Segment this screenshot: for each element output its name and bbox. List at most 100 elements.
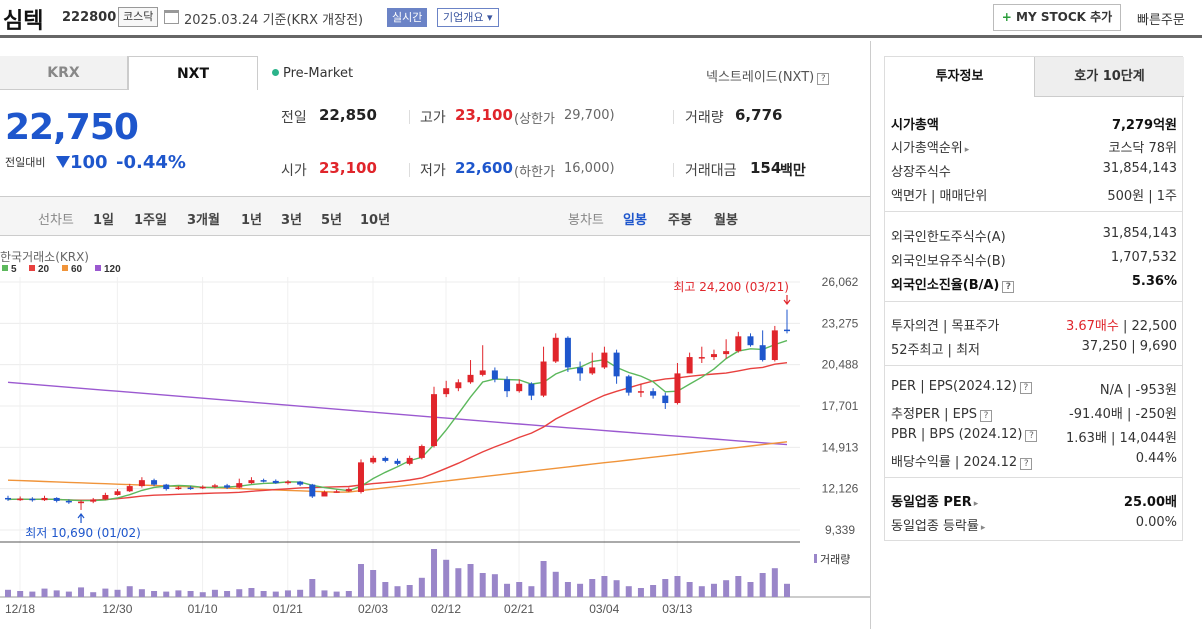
volume-value: 6,776	[735, 106, 783, 124]
my-stock-add-button[interactable]: + MY STOCK 추가	[993, 4, 1121, 31]
legend-swatch	[95, 265, 101, 271]
high-arrow-icon	[783, 295, 791, 305]
help-icon[interactable]: ?	[1019, 382, 1032, 394]
x-tick-label: 03/04	[589, 602, 619, 616]
divider	[409, 163, 410, 177]
period-10y[interactable]: 10년	[360, 213, 391, 228]
candle-monthly[interactable]: 월봉	[714, 213, 738, 228]
legend-label: 120	[104, 264, 121, 275]
volume-label: 거래량	[820, 553, 850, 566]
volume-bar	[394, 586, 401, 597]
help-icon[interactable]: ?	[817, 73, 830, 85]
foreign-ratio-row: 외국인소진율(B/A)? 5.36%	[891, 274, 1177, 296]
volume-legend-swatch	[814, 554, 817, 563]
market-badge: 코스닥	[118, 7, 159, 27]
candle-body	[613, 352, 620, 377]
candle-body	[345, 489, 352, 492]
candle-body	[710, 354, 717, 358]
stock-chart[interactable]: 26,062 23,275 20,488 17,701 14,913 12,126 9,33…	[0, 237, 870, 629]
volume-bar	[175, 590, 182, 597]
shares-row: 상장주식수 31,854,143	[891, 161, 1177, 183]
help-icon[interactable]: ?	[1002, 281, 1015, 293]
low-annotation: 최저 10,690 (01/02)	[25, 526, 141, 540]
exchange-label: 한국거래소(KRX)	[0, 250, 89, 264]
candle-body	[382, 457, 389, 461]
volume-bar	[771, 568, 778, 597]
candle-body	[78, 501, 85, 504]
volume-bar	[491, 574, 498, 597]
tab-nxt[interactable]: NXT	[128, 56, 258, 90]
candle-body	[674, 373, 681, 404]
quick-order-link[interactable]: 빠른주문	[1137, 13, 1185, 28]
candle-body	[735, 336, 742, 352]
row-value: 25.00배	[1123, 495, 1177, 510]
help-icon[interactable]: ?	[979, 410, 992, 422]
candle-body	[540, 361, 547, 396]
row-value: 5.36%	[1131, 274, 1177, 289]
candle-weekly[interactable]: 주봉	[668, 213, 692, 228]
help-icon[interactable]: ?	[1020, 458, 1033, 470]
candle-body	[17, 498, 24, 501]
row-value: 1.63배 | 14,044원	[1066, 431, 1177, 446]
period-1y[interactable]: 1년	[241, 213, 263, 228]
volume-bar	[504, 583, 511, 597]
volume-bar	[187, 591, 194, 597]
period-3m[interactable]: 3개월	[187, 213, 220, 228]
amount-label: 거래대금	[685, 163, 737, 179]
volume-bar	[784, 583, 790, 597]
period-3y[interactable]: 3년	[281, 213, 303, 228]
x-tick-label: 02/12	[431, 602, 461, 616]
period-5y[interactable]: 5년	[321, 213, 343, 228]
tab-order-book[interactable]: 호가 10단계	[1035, 57, 1184, 97]
sector-per-row[interactable]: 동일업종 PER ▸ 25.00배	[891, 491, 1177, 513]
volume-bar	[674, 576, 681, 597]
candle-body	[601, 352, 608, 368]
legend-label: 20	[38, 264, 50, 275]
row-label: 시가총액	[891, 118, 939, 133]
period-1w[interactable]: 1주일	[134, 213, 167, 228]
ma5-line	[7, 339, 788, 502]
prev-close-label: 전일	[281, 110, 307, 126]
ma20-line	[7, 362, 788, 501]
tab-investment-info[interactable]: 투자정보	[885, 57, 1035, 97]
candle-daily[interactable]: 일봉	[623, 213, 647, 228]
realtime-button[interactable]: 실시간	[387, 8, 428, 27]
plus-icon: +	[1001, 10, 1012, 24]
volume-bar	[345, 591, 352, 597]
volume-bar	[552, 571, 559, 597]
volume-bar	[747, 582, 754, 597]
company-overview-button[interactable]: 기업개요 ▾	[437, 8, 499, 27]
tab-krx[interactable]: KRX	[0, 56, 128, 90]
volume-bar	[406, 585, 413, 597]
divider	[409, 110, 410, 124]
candle-body	[589, 367, 596, 374]
volume-bar	[686, 582, 693, 597]
nextrade-info[interactable]: 넥스트레이드(NXT)?	[706, 66, 830, 85]
volume-bar	[236, 589, 243, 597]
sector-change-row[interactable]: 동일업종 등락률 ▸ 0.00%	[891, 515, 1177, 537]
pbr-row: PBR | BPS (2024.12)? 1.63배 | 14,044원	[891, 427, 1177, 449]
row-value: 3.67매수 | 22,500	[1066, 315, 1177, 334]
volume-bar	[284, 590, 291, 597]
candle-body	[126, 486, 133, 492]
volume-bar	[662, 579, 669, 597]
legend-swatch	[62, 265, 68, 271]
row-label: 배당수익률 | 2024.12?	[891, 451, 1033, 470]
candle-body	[370, 457, 377, 463]
opinion-value: 3.67매수	[1065, 319, 1119, 334]
dividend-row: 배당수익률 | 2024.12? 0.44%	[891, 451, 1177, 473]
low-label: 저가	[420, 163, 446, 179]
line-chart-label: 선차트	[38, 213, 74, 228]
row-label: 외국인한도주식수(A)	[891, 230, 1006, 245]
candle-body	[5, 497, 11, 500]
row-value: N/A | -953원	[1099, 383, 1177, 398]
est-per-row: 추정PER | EPS? -91.40배 | -250원	[891, 403, 1177, 425]
help-icon[interactable]: ?	[1025, 430, 1038, 442]
market-cap-row: 시가총액 7,279억원	[891, 114, 1177, 136]
candle-body	[418, 446, 425, 458]
row-label: 시가총액순위 ▸	[891, 137, 969, 156]
row-label: PBR | BPS (2024.12)?	[891, 427, 1038, 442]
divider	[673, 163, 674, 177]
market-cap-rank-row[interactable]: 시가총액순위 ▸ 코스닥 78위	[891, 137, 1177, 159]
period-1d[interactable]: 1일	[93, 213, 115, 228]
